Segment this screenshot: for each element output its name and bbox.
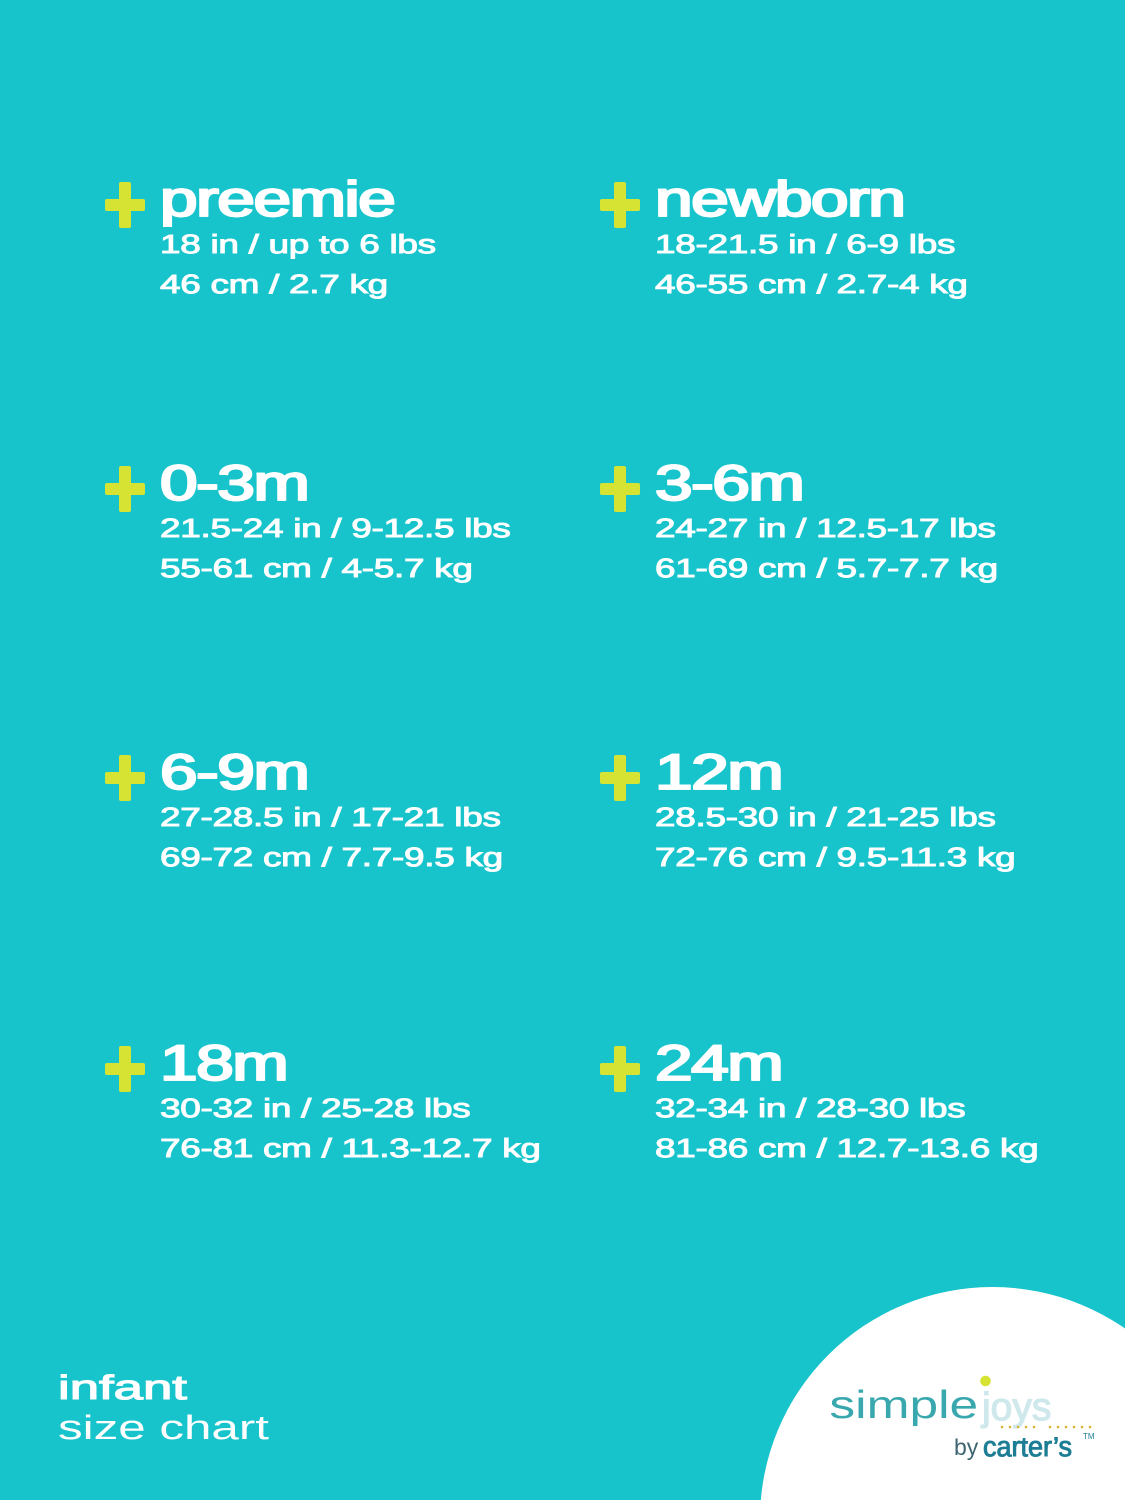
svg-text:by: by bbox=[954, 1434, 979, 1460]
svg-text:carter’s: carter’s bbox=[983, 1432, 1072, 1462]
svg-text:TM: TM bbox=[1083, 1432, 1095, 1441]
svg-text:simple: simple bbox=[829, 1383, 978, 1427]
svg-text:joys: joys bbox=[980, 1386, 1051, 1429]
